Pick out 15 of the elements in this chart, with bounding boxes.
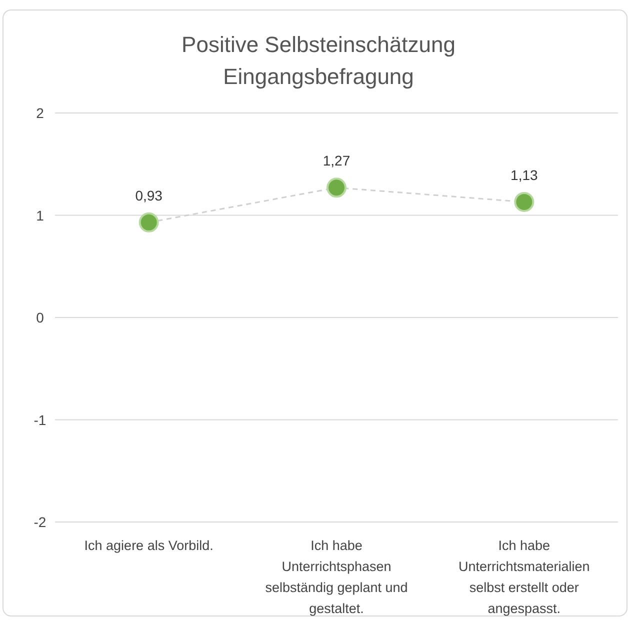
data-label: 1,27 <box>322 152 350 169</box>
y-tick-label: -1 <box>34 412 46 428</box>
x-tick-label: Ich habe Unterrichtsmaterialien selbst erstellt oder angespasst. <box>458 538 590 616</box>
x-tick-label: Ich agiere als Vorbild. <box>84 538 214 553</box>
y-tick-label: 2 <box>36 105 44 121</box>
point <box>514 192 534 212</box>
x-tick-label: Ich habe Unterrichtsphasen selbständig geplant und gestaltet. <box>265 538 408 616</box>
y-tick-label: 0 <box>36 310 44 326</box>
data-label: 1,13 <box>510 166 538 183</box>
y-tick-label: -2 <box>34 514 46 530</box>
chart-title: Positive Selbsteinschätzung Eingangsbefragung <box>182 32 456 89</box>
data-label: 0,93 <box>135 187 163 204</box>
y-tick-label: 1 <box>36 207 44 224</box>
point <box>326 178 346 198</box>
point <box>138 212 159 232</box>
